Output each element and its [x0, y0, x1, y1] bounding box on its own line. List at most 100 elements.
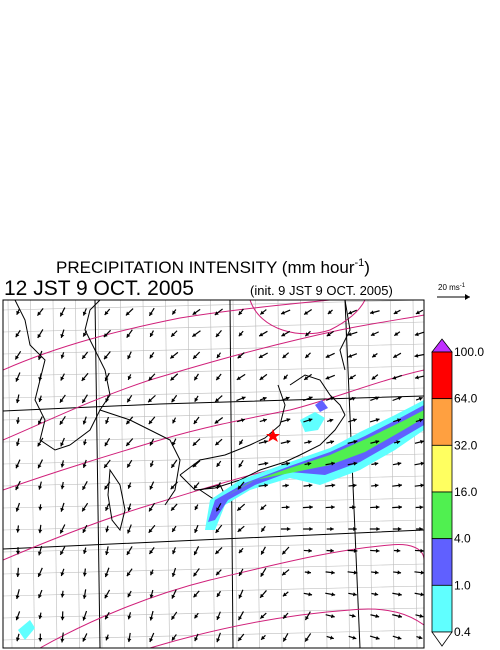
wind-arrowhead [215, 333, 220, 338]
wind-arrowhead [82, 572, 87, 577]
wind-arrowhead [82, 616, 87, 621]
wind-arrowhead [419, 505, 424, 510]
wind-arrowhead [330, 396, 335, 401]
wind-arrowhead [370, 332, 375, 336]
wind-arrowhead [193, 354, 197, 359]
wind-arrowhead [127, 593, 132, 598]
wind-arrowhead [15, 355, 19, 360]
wind-arrowhead [172, 550, 176, 555]
wind-arrowhead [419, 526, 423, 532]
grid-line [165, 300, 170, 648]
wind-arrowhead [82, 441, 87, 446]
wind-arrowhead [104, 442, 109, 447]
wind-arrowhead [104, 573, 109, 578]
wind-arrowhead [398, 592, 402, 597]
wind-arrowhead [104, 485, 109, 490]
island [107, 468, 126, 532]
wind-arrowhead [371, 375, 376, 380]
wind-arrowhead [171, 506, 175, 511]
wind-arrowhead [420, 592, 424, 597]
wind-arrowhead [127, 355, 132, 360]
wind-arrowhead [352, 635, 357, 640]
grid-line [210, 300, 215, 648]
wind-arrowhead [304, 310, 309, 315]
wind-arrowhead [375, 396, 380, 401]
wind-arrowhead [397, 635, 402, 640]
wind-arrowhead [60, 485, 65, 490]
title-text: PRECIPITATION INTENSITY (mm hour [56, 258, 355, 277]
grid-line [187, 300, 193, 648]
grid-line [3, 365, 424, 377]
wind-arrowhead [60, 638, 65, 643]
wind-arrowhead [193, 484, 198, 489]
wind-arrowhead [263, 439, 268, 444]
contour [3, 314, 424, 441]
wind-arrowhead [307, 570, 311, 575]
title-close: ) [364, 258, 370, 277]
wind-arrowhead [308, 418, 313, 423]
wind-arrowhead [351, 396, 356, 401]
wind-arrowhead [38, 377, 43, 381]
wind-arrowhead [15, 528, 21, 533]
wind-arrowhead [348, 353, 353, 358]
wind-arrowhead [192, 441, 197, 446]
grid-line [75, 300, 80, 648]
wind-arrowhead [308, 592, 313, 597]
colorbar-segment [431, 398, 453, 446]
grid-line [412, 300, 418, 648]
wind-arrowhead [398, 505, 403, 510]
colorbar-segment [431, 538, 453, 586]
wind-arrowhead [236, 376, 241, 380]
contour [3, 300, 331, 371]
colorbar-top [431, 338, 453, 353]
valid-time: 12 JST 9 OCT. 2005 [4, 277, 194, 300]
wind-arrowhead [375, 439, 380, 444]
wind-arrowhead [149, 463, 154, 468]
wind-arrowhead [305, 332, 310, 337]
wind-arrowhead [149, 332, 154, 337]
wind-arrowhead [353, 570, 358, 575]
location-star [266, 429, 280, 442]
wind-arrowhead [15, 595, 20, 599]
wind-arrowhead [194, 528, 199, 533]
grid-line [3, 300, 424, 311]
wind-arrowhead [237, 527, 242, 532]
wind-arrowhead [327, 310, 332, 315]
wind-arrowhead [126, 572, 131, 577]
wind-arrowhead [105, 636, 110, 641]
contours [3, 300, 424, 648]
wind-arrowhead [349, 375, 354, 380]
wind-arrowhead [60, 312, 64, 317]
wind-arrowhead [82, 507, 86, 512]
grid-line [120, 300, 125, 648]
wind-arrowhead [60, 550, 64, 555]
wind-arrowhead [238, 594, 243, 599]
wind-arrowhead [376, 526, 380, 532]
wind-arrowhead [285, 483, 289, 488]
wind-arrowhead [396, 440, 401, 445]
wind-arrowhead [261, 527, 265, 532]
wind-key-arrowhead [465, 294, 470, 300]
wind-arrowhead [171, 332, 176, 337]
map-content [3, 300, 424, 648]
wind-arrowhead [194, 397, 199, 402]
wind-arrowhead [420, 461, 424, 466]
wind-arrowhead [419, 418, 423, 423]
contour [149, 608, 424, 648]
wind-arrowhead [127, 507, 132, 512]
grid-line [52, 300, 58, 648]
wind-arrowhead [418, 396, 423, 401]
wind-arrowhead [149, 311, 153, 316]
wind-arrowhead [104, 377, 109, 382]
wind-arrowhead [238, 637, 242, 641]
wind-arrowhead [171, 572, 176, 577]
wind-arrowhead [105, 528, 110, 533]
wind-arrowhead [15, 464, 20, 469]
wind-arrowhead [260, 614, 265, 619]
grid-line [367, 300, 373, 648]
wind-arrowhead [172, 419, 177, 424]
precip-cyan [18, 620, 35, 640]
wind-arrowhead [260, 310, 265, 315]
